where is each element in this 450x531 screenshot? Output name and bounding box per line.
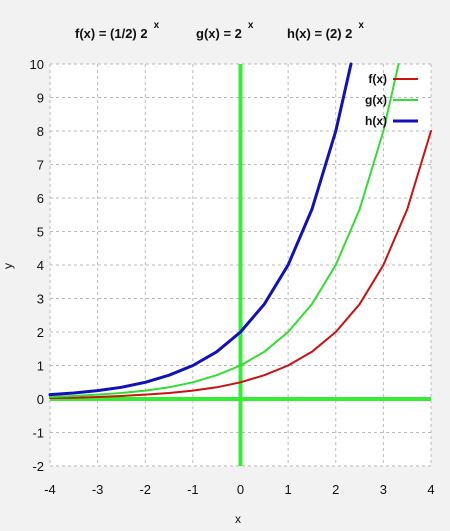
legend-label: f(x) (368, 72, 387, 86)
x-tick-label: 0 (237, 482, 244, 497)
y-tick-label: 10 (30, 57, 44, 72)
y-tick-label: 0 (37, 392, 44, 407)
title-formula-2: g(x) = 2x (196, 20, 254, 41)
y-tick-label: 3 (37, 292, 44, 307)
y-tick-label: 6 (37, 191, 44, 206)
x-tick-label: 1 (285, 482, 292, 497)
x-tick-label: 3 (380, 482, 387, 497)
x-tick-label: -1 (187, 482, 199, 497)
y-tick-label: 2 (37, 325, 44, 340)
y-tick-label: 7 (37, 158, 44, 173)
y-tick-label: -1 (32, 426, 44, 441)
series-line-fx (49, 130, 432, 399)
y-tick-labels: -2 -1 0 1 2 3 4 5 6 7 8 9 10 (30, 57, 44, 474)
legend: f(x) g(x) h(x) (365, 72, 418, 128)
y-tick-label: 5 (37, 225, 44, 240)
series-line-hx (48, 62, 353, 397)
chart-title: f(x) = (1/2) 2x g(x) = 2x h(x) = (2) 2x (75, 20, 364, 41)
y-tick-label: -2 (32, 459, 44, 474)
y-tick-label: 4 (37, 258, 44, 273)
x-tick-label: -2 (139, 482, 151, 497)
title-formula-3: h(x) = (2) 2x (287, 20, 364, 41)
x-tick-label: 4 (427, 482, 434, 497)
series-group (48, 62, 432, 399)
x-tick-labels: -4 -3 -2 -1 0 1 2 3 4 (44, 482, 434, 497)
x-tick-label: -3 (92, 482, 104, 497)
x-tick-label: -4 (44, 482, 56, 497)
title-formula-1: f(x) = (1/2) 2x (75, 20, 160, 41)
legend-label: h(x) (365, 114, 387, 128)
y-tick-label: 8 (37, 124, 44, 139)
series-line-gx (49, 63, 400, 398)
y-tick-label: 9 (37, 91, 44, 106)
y-axis-label: y (1, 263, 15, 269)
x-axis-label: x (235, 512, 241, 526)
legend-label: g(x) (365, 93, 387, 107)
axes (50, 64, 431, 466)
y-tick-label: 1 (37, 359, 44, 374)
x-tick-label: 2 (332, 482, 339, 497)
